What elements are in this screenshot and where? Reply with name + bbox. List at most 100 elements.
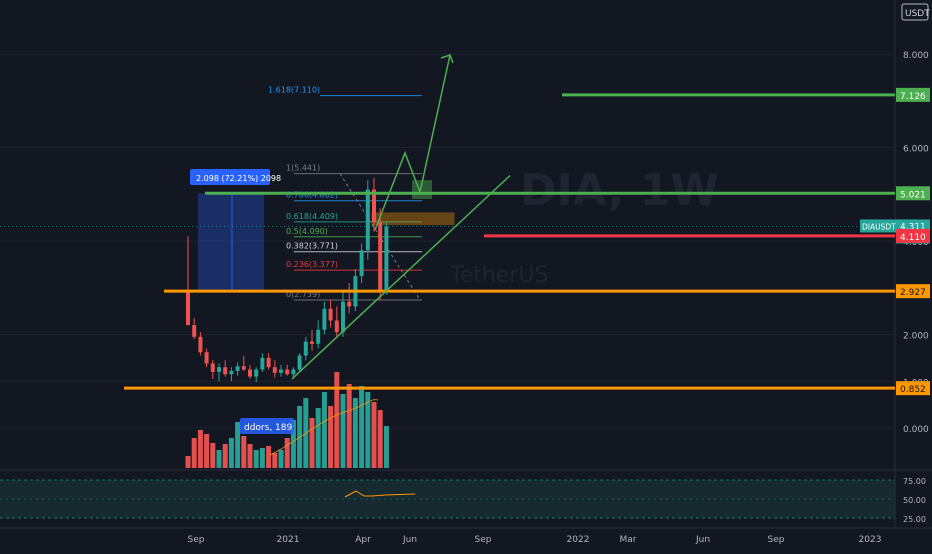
arrow-head-icon <box>440 54 454 64</box>
price-tick-label: 6.000 <box>903 145 929 155</box>
candle-body <box>217 367 221 372</box>
candle-body <box>279 369 283 373</box>
volume-bar <box>328 406 334 468</box>
fib-level-label: 0.786(4.862) <box>286 191 338 200</box>
volume-bar <box>222 444 228 468</box>
volume-bar <box>272 453 278 468</box>
measure-label: 2.098 (72.21%) 2098 <box>196 174 281 183</box>
level-tag-label: 4.110 <box>900 233 926 243</box>
volume-bar <box>266 446 272 468</box>
support-trendline[interactable] <box>291 175 511 380</box>
trend-drawings[interactable] <box>291 54 511 380</box>
candle-body <box>297 355 302 370</box>
volume-bar <box>210 443 216 468</box>
projection-path[interactable] <box>374 54 451 231</box>
volume-bar <box>359 386 365 468</box>
volume-ma-line <box>269 399 379 456</box>
volume-bar <box>185 456 191 468</box>
time-tick-label: 2023 <box>859 535 882 545</box>
time-tick-label: Mar <box>620 535 637 545</box>
time-tick-label: Jun <box>695 535 710 545</box>
fib-level-label: 0.236(3.377) <box>286 260 338 269</box>
volume-bar <box>383 426 389 468</box>
volume-bars <box>185 372 389 468</box>
volume-bar <box>290 420 296 468</box>
measure-tool[interactable]: 2.098 (72.21%) 2098 <box>190 169 281 292</box>
time-axis: Sep 2021 Apr Jun Sep 2022 Mar Jun Sep 2023 <box>0 527 932 545</box>
candle-body <box>365 189 370 251</box>
candle-body <box>254 369 259 377</box>
candle-body <box>291 369 296 375</box>
time-tick-label: 2021 <box>277 535 300 545</box>
fib-level-label: 1.618(7.110) <box>268 86 320 95</box>
volume-bar <box>235 422 241 468</box>
candle-body <box>210 363 215 372</box>
volume-bar <box>216 450 222 468</box>
candle-body <box>347 301 352 307</box>
level-tag-label: 7.126 <box>900 92 926 102</box>
candle-body <box>229 370 234 375</box>
currency-label: USDT <box>905 9 930 19</box>
candle-body <box>248 369 252 377</box>
measure-range <box>198 193 264 292</box>
volume-bar <box>204 434 210 468</box>
currency-box[interactable] <box>901 3 929 21</box>
level-tag-label: 0.852 <box>900 385 926 395</box>
level-tag <box>896 87 930 102</box>
candle-body <box>378 222 383 292</box>
volume-bar <box>259 448 265 468</box>
rsi-band <box>0 480 895 518</box>
candle-body <box>198 336 203 353</box>
candle-body <box>260 357 265 370</box>
watermark-symbol: DIA, 1W <box>520 165 719 216</box>
level-tag <box>896 228 930 243</box>
rsi-panel: 75.00 50.00 25.00 <box>0 469 932 524</box>
candle-body <box>316 329 321 344</box>
rsi-tick-label: 75.00 <box>903 477 926 486</box>
price-tick-label: 0.000 <box>903 425 929 435</box>
volume-bar <box>278 450 284 468</box>
candle-body <box>372 189 376 223</box>
price-tick-label: 2.000 <box>903 332 929 342</box>
level-tag <box>896 381 930 396</box>
candle-body <box>322 308 327 330</box>
volume-label: ddors, 189 <box>244 423 292 433</box>
watermark-exchange: TetherUS <box>449 263 548 288</box>
level-tag <box>896 186 930 201</box>
volume-bar <box>253 450 259 468</box>
level-tag-label: 2.927 <box>900 288 926 298</box>
price-tick-label: 8.000 <box>903 51 929 61</box>
time-tick-label: Apr <box>355 535 371 545</box>
candle-body <box>235 366 240 371</box>
candle-body <box>241 366 246 370</box>
volume-bar <box>315 408 321 468</box>
time-tick-label: Jun <box>402 535 417 545</box>
level-tag <box>896 284 930 299</box>
candle-body <box>192 325 197 337</box>
volume-bar <box>309 418 315 468</box>
candle-body <box>310 341 314 344</box>
candle-body <box>285 369 290 375</box>
symbol-tag-label: DIAUSDT <box>862 222 896 231</box>
volume-bar <box>241 436 247 468</box>
fib-level-label: 1(5.441) <box>286 164 320 173</box>
last-price-label: 4.311 <box>900 222 926 232</box>
time-tick-label: Sep <box>188 535 205 545</box>
volume-bar <box>346 384 352 468</box>
rsi-tick-label: 50.00 <box>903 496 926 505</box>
volume-bar <box>321 392 327 468</box>
candle-body <box>334 320 339 333</box>
symbol-tag <box>860 219 896 233</box>
candle-body <box>328 308 333 321</box>
volume-bar <box>352 398 358 468</box>
volume-bar <box>334 372 340 468</box>
volume-bar <box>247 444 253 468</box>
candle-body <box>341 301 345 333</box>
volume-bar <box>365 392 371 468</box>
volume-bar <box>284 438 290 468</box>
candle-body <box>204 352 209 364</box>
